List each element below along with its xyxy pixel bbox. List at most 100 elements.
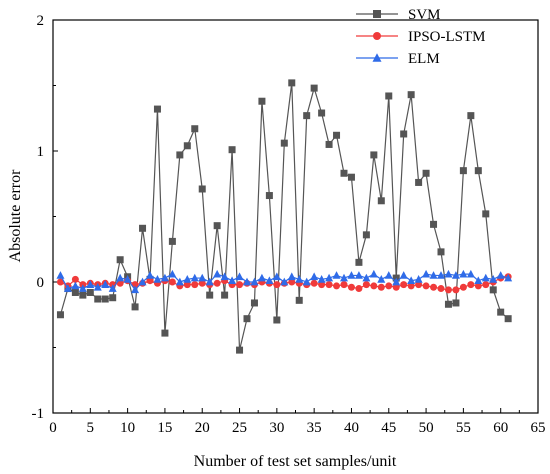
y-tick-label: 1 [37,144,45,160]
data-point [429,271,438,279]
data-point [94,295,102,303]
data-point [213,222,221,230]
data-point [93,282,102,291]
plot-area-frame [52,19,539,414]
series-line [59,82,509,351]
data-point [340,169,348,177]
data-point [451,271,460,279]
data-point [377,197,385,205]
data-point [56,271,65,279]
data-point [183,275,192,283]
data-point [86,280,95,288]
data-point [250,277,259,286]
data-point [176,151,184,159]
data-point [355,258,363,266]
data-point [175,277,184,286]
data-point [108,284,117,292]
data-point [362,231,370,239]
data-point [333,131,341,139]
data-point [392,277,401,286]
data-point [459,283,467,291]
data-point [310,84,318,92]
data-point [474,282,482,290]
x-tick-label: 55 [456,420,471,436]
data-point [191,125,199,133]
series-elm [56,269,513,294]
data-point [116,273,125,282]
x-tick-label: 10 [120,420,135,436]
data-point [243,277,251,286]
data-point [198,185,206,193]
data-point [370,151,378,159]
x-tick-label: 60 [493,420,508,436]
data-point [139,224,147,232]
data-point [430,220,438,228]
data-point [384,271,393,279]
data-point [168,237,176,245]
data-point [153,275,162,283]
data-point [340,281,348,289]
data-point [362,281,370,289]
data-point [504,273,513,282]
data-point [489,275,498,283]
data-point [280,277,289,286]
data-point [78,284,87,292]
data-point [415,178,423,186]
data-point [459,269,468,278]
data-point [385,282,393,290]
data-point [221,291,229,299]
data-point [250,299,258,307]
data-point [235,272,244,281]
data-point [370,282,378,290]
data-point [191,281,199,289]
data-point [392,283,400,291]
series-svm [56,79,512,354]
data-point [407,282,415,290]
data-point [474,276,483,285]
x-tick-label: 65 [531,420,546,436]
data-point [243,315,251,323]
data-point [459,167,467,175]
data-point [407,91,415,99]
data-point [332,271,341,279]
data-point [437,271,445,279]
data-point [415,281,423,289]
data-point [377,275,386,283]
data-point [496,271,505,279]
data-point [86,288,94,296]
data-point [161,329,169,337]
legend-label: IPSO-LSTM [408,29,486,45]
data-point [467,281,475,289]
data-point [452,299,460,307]
data-point [481,273,490,282]
data-point [369,269,378,278]
x-axis-title: Number of test set samples/unit [194,453,397,470]
data-point [385,92,393,100]
data-point [347,271,356,279]
y-axis-title: Absolute error [7,169,24,263]
x-tick-label: 40 [344,420,359,436]
legend: SVM IPSO-LSTM ELM [356,7,486,67]
data-point [400,130,408,138]
data-point [288,79,296,87]
data-point [444,286,452,294]
data-point [482,281,490,289]
data-point [422,169,430,177]
data-point [190,273,199,282]
data-point [325,281,333,289]
data-point [183,281,191,289]
data-point [489,286,497,294]
data-point [295,296,303,304]
x-tick-label: 25 [232,420,247,436]
data-point [71,288,79,296]
data-point [354,271,363,279]
data-point [287,272,296,281]
data-point [265,192,273,200]
y-tick-label: 0 [37,275,45,291]
data-point [273,281,281,289]
data-point [347,173,355,181]
data-point [466,269,475,278]
data-point [56,278,64,286]
